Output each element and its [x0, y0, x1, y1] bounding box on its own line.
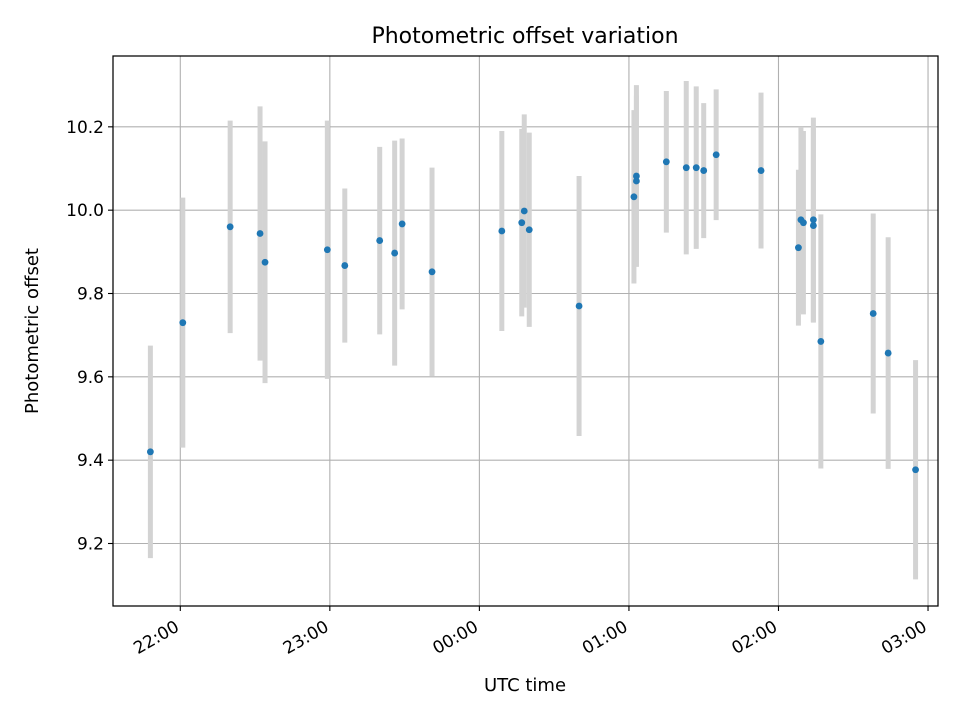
- plot-frame: [112, 55, 939, 607]
- data-point: [633, 172, 640, 180]
- data-point: [226, 223, 234, 231]
- data-point: [391, 249, 399, 257]
- data-point: [869, 310, 877, 317]
- data-point: [398, 220, 406, 228]
- y-tick-label: 10.0: [66, 201, 104, 221]
- data-points: [146, 151, 919, 474]
- data-point: [809, 222, 817, 229]
- data-point: [498, 227, 506, 235]
- y-tick-label: 9.2: [77, 535, 104, 555]
- data-point: [146, 448, 154, 456]
- data-point: [700, 167, 708, 174]
- data-point: [884, 349, 892, 357]
- y-tick-label: 9.8: [77, 285, 104, 305]
- chart-title: Photometric offset variation: [371, 24, 678, 49]
- data-point: [179, 319, 187, 327]
- data-point: [757, 167, 765, 174]
- data-point: [682, 164, 690, 172]
- data-point: [428, 268, 436, 276]
- data-point: [809, 216, 817, 224]
- data-point: [817, 338, 825, 345]
- y-axis-ticks: 9.2 9.4 9.6 9.8 10.0 10.2: [66, 118, 113, 555]
- data-point: [912, 466, 919, 474]
- y-tick-label: 9.6: [77, 368, 104, 388]
- data-point: [525, 226, 533, 234]
- data-point: [575, 302, 583, 310]
- data-point: [633, 177, 640, 185]
- data-point: [261, 258, 269, 266]
- data-point: [712, 151, 720, 159]
- data-point: [800, 219, 807, 227]
- y-tick-label: 10.2: [66, 118, 104, 138]
- data-point: [376, 237, 384, 244]
- data-point: [256, 230, 264, 237]
- data-point: [323, 246, 331, 254]
- y-axis-label: Photometric offset: [22, 248, 43, 414]
- data-point: [692, 164, 700, 172]
- x-axis-label: UTC time: [484, 675, 566, 696]
- y-tick-label: 9.4: [77, 451, 104, 471]
- data-point: [518, 219, 526, 227]
- data-point: [795, 244, 802, 252]
- data-point: [630, 193, 638, 201]
- data-point: [662, 158, 670, 166]
- data-point: [341, 262, 349, 269]
- data-point: [520, 207, 528, 215]
